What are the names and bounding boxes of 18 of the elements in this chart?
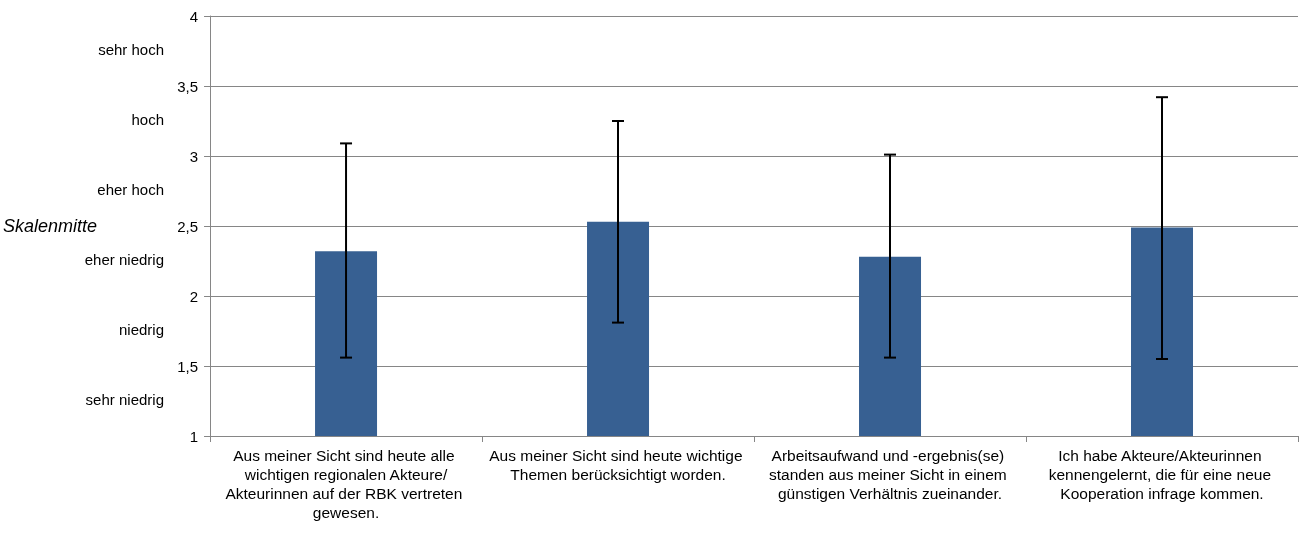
y-tick-label: 2 bbox=[189, 287, 199, 305]
y-tick-label: 2,5 bbox=[177, 217, 199, 235]
text: sehr niedrig bbox=[85, 391, 165, 408]
text: hoch bbox=[131, 111, 164, 128]
text: eher hoch bbox=[97, 181, 164, 198]
text: eher niedrig bbox=[84, 251, 164, 268]
x-tick-label: Aus meiner Sicht sind heute wichtige Themen berücksichtigt worden. bbox=[489, 447, 747, 483]
y-tick-label: 4 bbox=[189, 7, 199, 25]
text: niedrig bbox=[118, 321, 164, 338]
y-tick-label: 3 bbox=[189, 147, 199, 165]
text: sehr hoch bbox=[98, 41, 164, 58]
x-tick-label: Aus meiner Sicht sind heute alle wichtigen regionalen Akteure/Akteurinnen auf der RBK vertreten gewesen. bbox=[225, 447, 467, 521]
y-axis-title: Skalenmitte bbox=[3, 216, 98, 236]
y-tick-label: 1,5 bbox=[177, 357, 199, 375]
y-tick-label: 1 bbox=[189, 427, 199, 445]
x-tick-label: Arbeitsaufwand und -ergebnis(se) standen aus meiner Sicht in einem günstigen Verhältnis zueinander. bbox=[768, 447, 1012, 502]
y-tick-label: 3,5 bbox=[177, 77, 199, 95]
x-tick-label: Ich habe Akteure/Akteurinnen kennengelernt, die für eine neue Kooperation infrage kommen. bbox=[1048, 447, 1276, 502]
